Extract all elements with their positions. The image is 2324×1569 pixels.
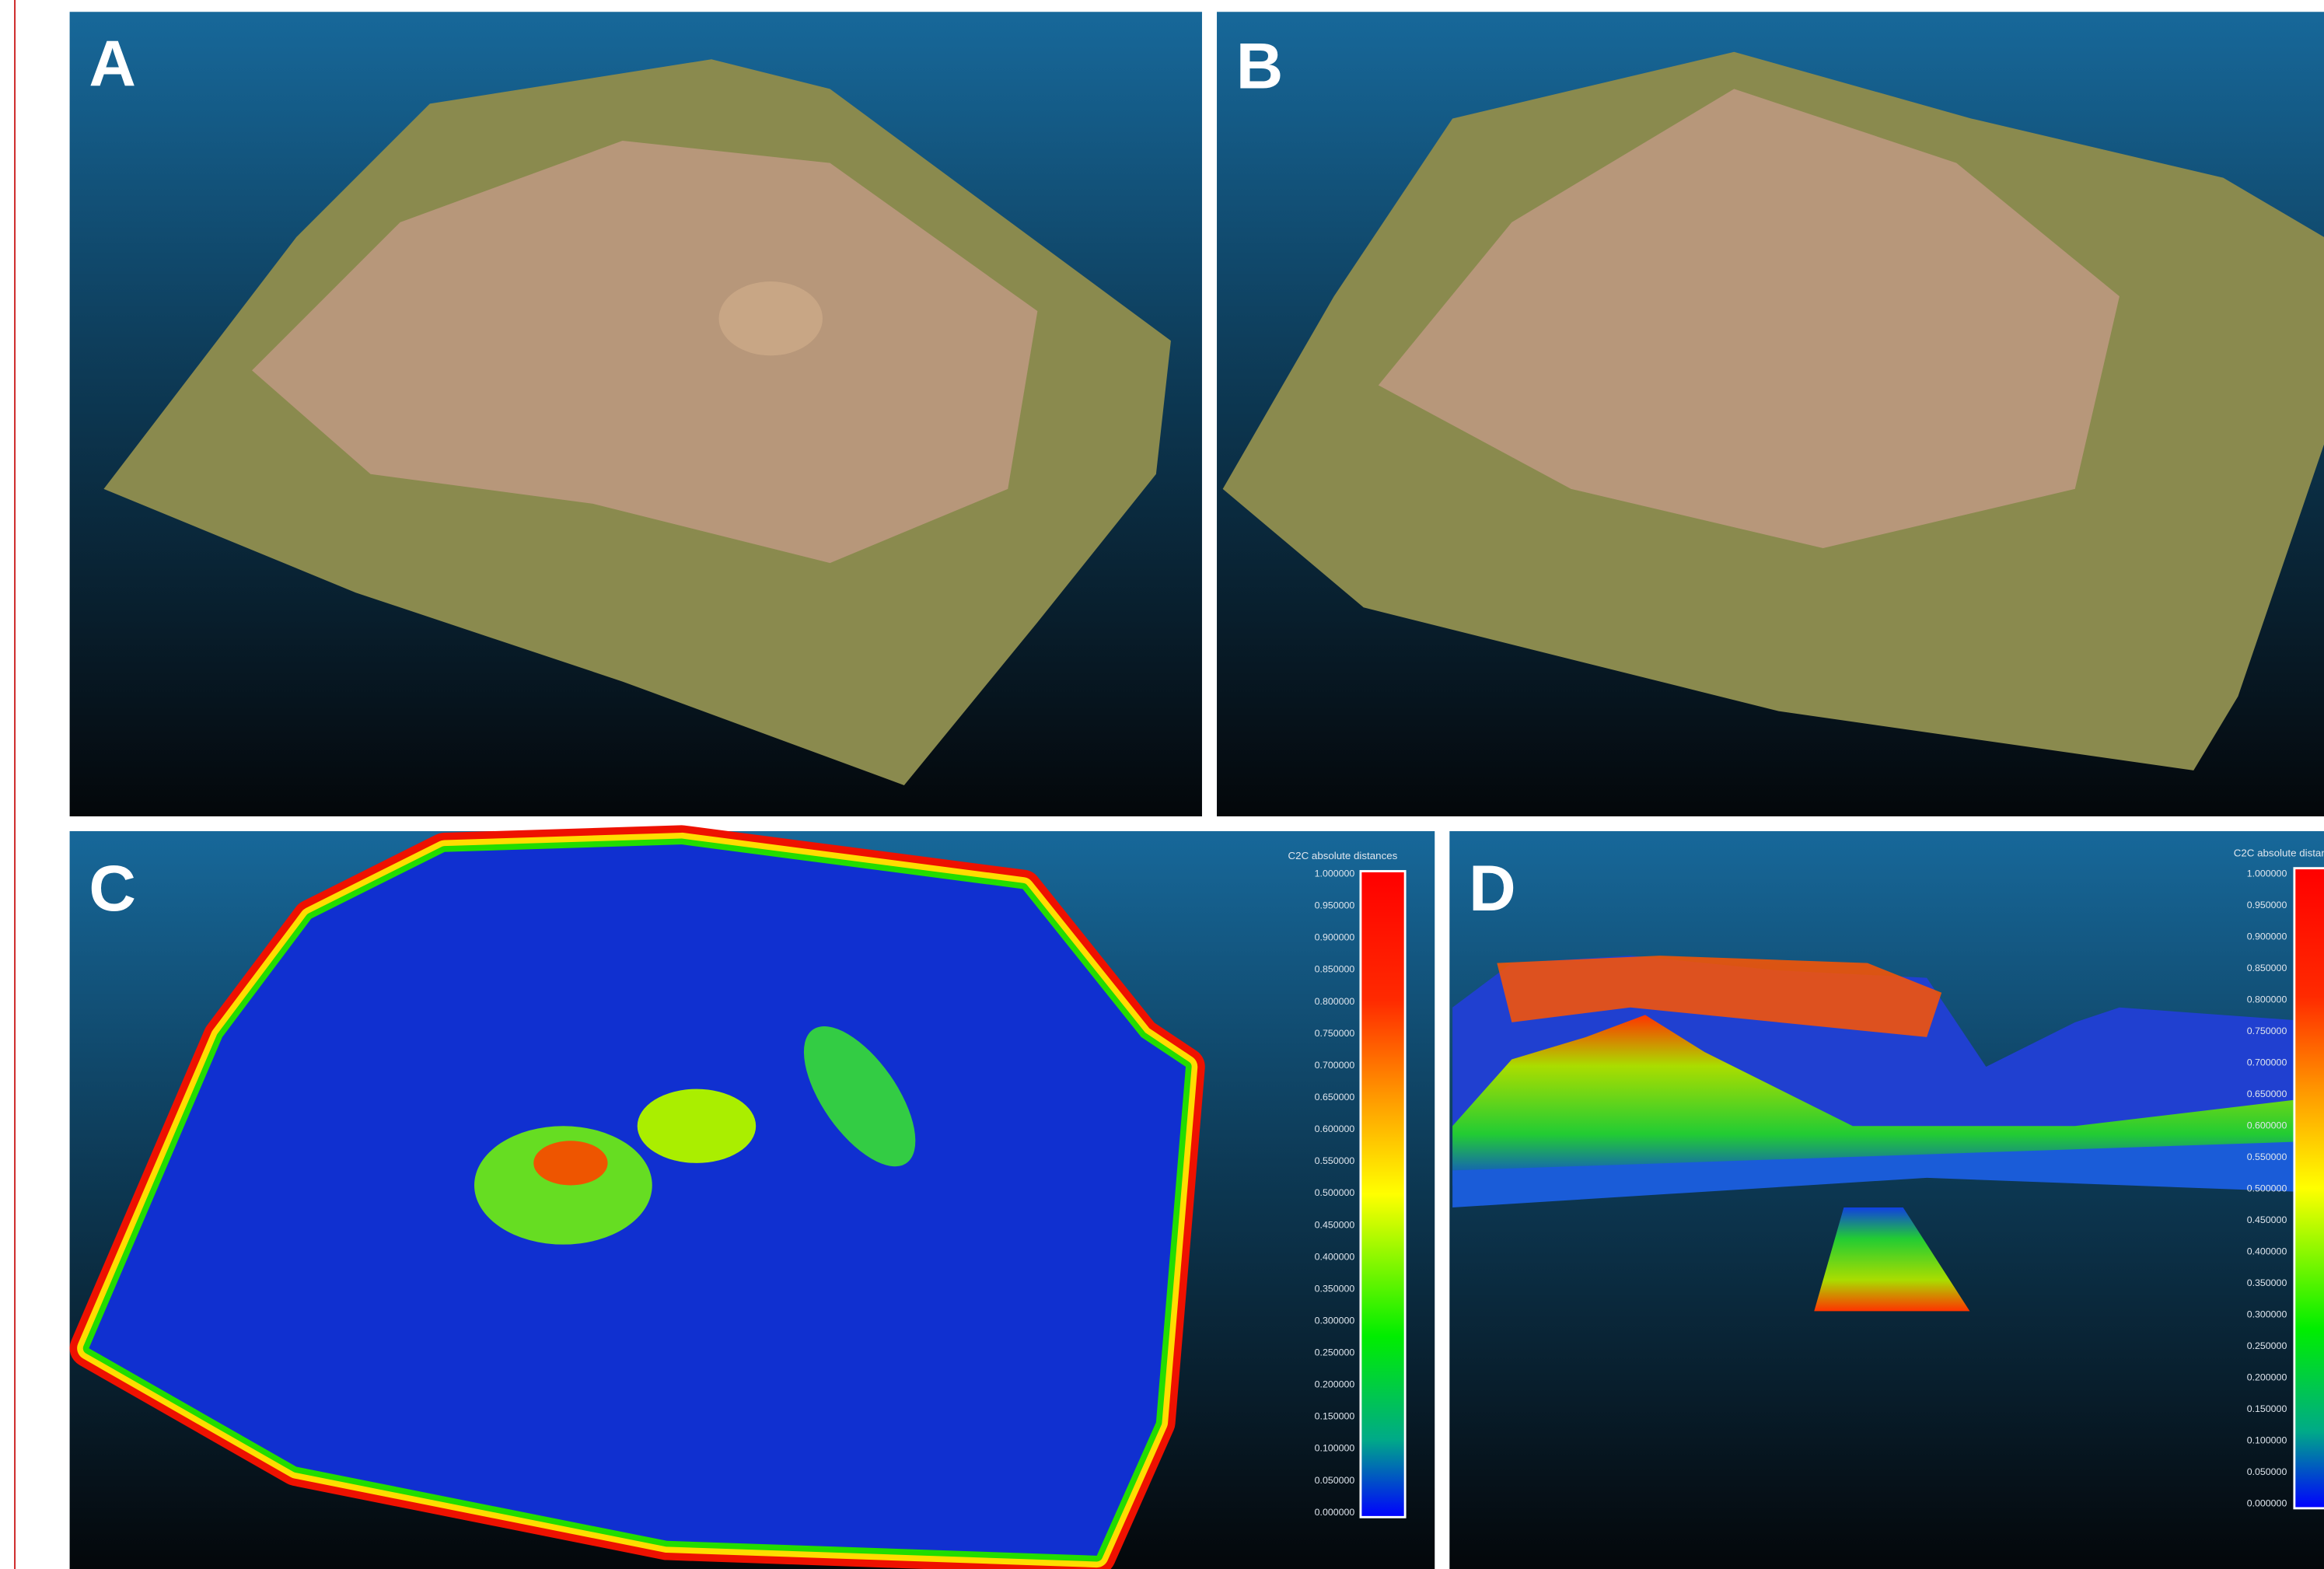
scale-tick-label: 0.450000 xyxy=(2247,1214,2287,1225)
scale-title: C2C absolute distances xyxy=(1288,850,1398,861)
scale-tick-label: 0.300000 xyxy=(2247,1309,2287,1319)
scale-tick-label: 1.000000 xyxy=(2247,868,2287,879)
color-bar xyxy=(1361,871,1405,1517)
scale-tick-label: 0.150000 xyxy=(2247,1403,2287,1414)
scale-tick-label: 0.500000 xyxy=(1315,1187,1355,1198)
scale-tick-label: 0.200000 xyxy=(1315,1379,1355,1390)
scale-tick-label: 0.400000 xyxy=(1315,1251,1355,1262)
scale-tick-label: 0.350000 xyxy=(2247,1277,2287,1288)
scale-ticks: 1.000000 0.950000 0.900000 0.850000 0.800000… xyxy=(1315,868,1355,1518)
scale-tick-label: 0.250000 xyxy=(1315,1347,1355,1358)
scale-tick-label: 0.550000 xyxy=(2247,1151,2287,1162)
scale-tick-label: 0.050000 xyxy=(1315,1475,1355,1486)
scale-tick-label: 0.900000 xyxy=(1315,932,1355,943)
scale-tick-label: 0.650000 xyxy=(1315,1092,1355,1102)
scale-tick-label: 0.950000 xyxy=(2247,900,2287,910)
scale-tick-label: 0.300000 xyxy=(1315,1315,1355,1326)
scale-tick-label: 0.550000 xyxy=(1315,1155,1355,1166)
panel-label: B xyxy=(1236,30,1284,103)
scale-tick-label: 0.700000 xyxy=(2247,1057,2287,1068)
scale-tick-label: 0.000000 xyxy=(2247,1497,2287,1508)
panel-label: D xyxy=(1469,851,1516,924)
scale-tick-label: 0.000000 xyxy=(1315,1507,1355,1518)
scale-tick-label: 0.200000 xyxy=(2247,1372,2287,1382)
scale-title: C2C absolute distance xyxy=(2234,847,2324,858)
scale-tick-label: 0.050000 xyxy=(2247,1466,2287,1477)
scale-tick-label: 0.800000 xyxy=(2247,994,2287,1005)
scale-ticks: 1.000000 0.950000 0.900000 0.850000 0.800000… xyxy=(2247,868,2287,1509)
color-bar xyxy=(2294,868,2324,1508)
scale-tick-label: 0.600000 xyxy=(2247,1120,2287,1131)
scale-tick-label: 0.600000 xyxy=(1315,1123,1355,1134)
scale-tick-label: 0.400000 xyxy=(2247,1246,2287,1256)
scale-tick-label: 0.850000 xyxy=(2247,963,2287,973)
scale-tick-label: 0.150000 xyxy=(1315,1411,1355,1422)
scale-tick-label: 0.750000 xyxy=(1315,1028,1355,1039)
scale-tick-label: 0.650000 xyxy=(2247,1089,2287,1099)
scale-tick-label: 0.750000 xyxy=(2247,1026,2287,1036)
scale-tick-label: 0.950000 xyxy=(1315,900,1355,911)
scale-tick-label: 0.100000 xyxy=(1315,1443,1355,1454)
mound xyxy=(719,281,823,355)
scale-tick-label: 0.350000 xyxy=(1315,1283,1355,1294)
panel-label: A xyxy=(89,26,136,100)
scale-tick-label: 0.250000 xyxy=(2247,1340,2287,1351)
panel-label: C xyxy=(89,851,136,924)
figure: A B C C2C absolute distances 1.000000 0.9… xyxy=(0,0,2324,1569)
scale-tick-label: 0.850000 xyxy=(1315,964,1355,975)
scale-tick-label: 0.450000 xyxy=(1315,1219,1355,1230)
scale-tick-label: 0.800000 xyxy=(1315,996,1355,1007)
scale-tick-label: 0.500000 xyxy=(2247,1183,2287,1193)
scale-tick-label: 0.100000 xyxy=(2247,1434,2287,1445)
scale-tick-label: 0.700000 xyxy=(1315,1060,1355,1071)
scale-tick-label: 0.900000 xyxy=(2247,931,2287,942)
scale-tick-label: 1.000000 xyxy=(1315,868,1355,879)
panel-d xyxy=(1449,831,2324,1569)
